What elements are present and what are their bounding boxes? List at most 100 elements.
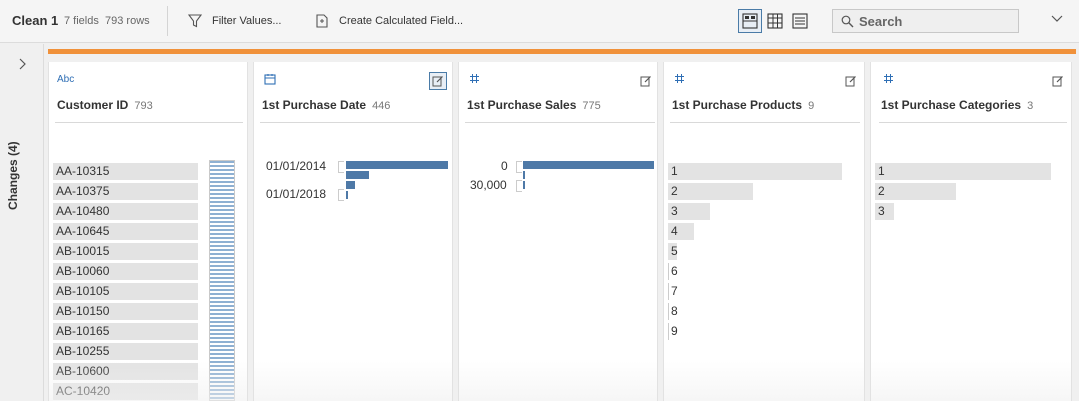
value-bar[interactable] [668, 283, 669, 300]
list-item[interactable]: AA-10480 [53, 203, 198, 220]
filter-icon [188, 14, 202, 28]
card-divider [260, 122, 450, 123]
edit-icon [845, 76, 856, 87]
profile-card-purchase-categories[interactable]: 1st Purchase Categories 3 1 2 3 [870, 62, 1072, 401]
profile-view-icon [742, 13, 758, 29]
value-label: 1 [878, 164, 885, 178]
value-bar[interactable] [668, 163, 842, 180]
list-view-icon [792, 13, 808, 29]
create-calculated-field-button[interactable]: Create Calculated Field... [315, 10, 463, 32]
profile-card-customer-id[interactable]: Abc Customer ID 793 AA-10315 AA-10375 AA-10… [48, 62, 248, 401]
edit-field-button[interactable] [1049, 72, 1067, 90]
value-bar[interactable] [875, 183, 956, 200]
profile-card-purchase-products[interactable]: 1st Purchase Products 9 1 2 3 4 5 6 7 8 9 [663, 62, 865, 401]
histogram-bar[interactable] [346, 171, 370, 179]
value-label: 4 [671, 224, 678, 238]
histogram-bar[interactable] [346, 191, 349, 199]
value-bar[interactable] [668, 323, 669, 340]
edit-field-button[interactable] [637, 72, 655, 90]
search-input[interactable] [859, 13, 1009, 29]
value-label: 2 [878, 184, 885, 198]
filter-values-button[interactable]: Filter Values... [188, 10, 282, 32]
edit-field-button[interactable] [842, 72, 860, 90]
field-name[interactable]: Customer ID 793 [57, 98, 153, 112]
list-item[interactable]: AA-10375 [53, 183, 198, 200]
value-label: 6 [671, 264, 678, 278]
edit-icon [1052, 76, 1063, 87]
field-name[interactable]: 1st Purchase Date 446 [262, 98, 390, 112]
date-type-icon[interactable] [264, 73, 276, 85]
axis-tick [338, 161, 344, 173]
selection-accent-bar [48, 49, 1076, 54]
histogram-bar[interactable] [523, 181, 525, 189]
list-item[interactable]: AB-10015 [53, 243, 198, 260]
filter-values-label: Filter Values... [212, 15, 282, 27]
field-name[interactable]: 1st Purchase Sales 775 [467, 98, 601, 112]
value-label: 9 [671, 324, 678, 338]
histogram-bar[interactable] [346, 161, 448, 169]
list-item[interactable]: AA-10645 [53, 223, 198, 240]
number-type-icon[interactable] [674, 73, 685, 84]
string-type-icon[interactable]: Abc [57, 74, 75, 85]
card-fade [664, 361, 864, 401]
field-name-label: 1st Purchase Categories [881, 98, 1022, 112]
value-label: 8 [671, 304, 678, 318]
distinct-count: 775 [582, 100, 601, 112]
value-bar[interactable] [668, 223, 695, 240]
value-label: 7 [671, 284, 678, 298]
list-item[interactable]: AB-10165 [53, 323, 198, 340]
changes-panel: Changes (4) [0, 44, 44, 401]
table-view-button[interactable] [763, 9, 787, 33]
number-type-icon[interactable] [883, 73, 894, 84]
value-bar[interactable] [668, 243, 677, 260]
changes-label[interactable]: Changes (4) [6, 141, 20, 210]
table-view-icon [767, 13, 783, 29]
edit-icon [432, 76, 443, 87]
list-view-button[interactable] [788, 9, 812, 33]
value-label: 5 [671, 244, 678, 258]
list-item[interactable]: AB-10150 [53, 303, 198, 320]
list-item[interactable]: AB-10060 [53, 263, 198, 280]
profile-card-purchase-date[interactable]: 1st Purchase Date 446 01/01/2014 01/01/20… [253, 62, 453, 401]
edit-field-button[interactable] [429, 72, 447, 90]
field-name[interactable]: 1st Purchase Categories 3 [881, 98, 1033, 112]
chevron-right-icon[interactable] [16, 58, 28, 70]
list-item[interactable]: AC-10420 [53, 383, 198, 400]
value-bar[interactable] [875, 163, 1051, 180]
histogram-bar[interactable] [523, 161, 654, 169]
value-bar[interactable] [668, 183, 754, 200]
axis-tick [516, 180, 522, 192]
bin-label-end: 30,000 [470, 178, 507, 192]
value-bar[interactable] [875, 203, 895, 220]
calculated-field-icon [316, 14, 328, 28]
axis-tick [516, 161, 522, 173]
card-fade [459, 361, 657, 401]
list-item[interactable]: AB-10600 [53, 363, 198, 380]
field-name[interactable]: 1st Purchase Products 9 [672, 98, 814, 112]
value-scrollbar[interactable] [209, 160, 235, 401]
value-bar[interactable] [668, 203, 710, 220]
search-box[interactable] [832, 9, 1019, 33]
create-calculated-field-label: Create Calculated Field... [339, 15, 464, 27]
value-label: 1 [671, 164, 678, 178]
axis-tick [338, 189, 344, 201]
card-divider [465, 122, 655, 123]
field-name-label: 1st Purchase Sales [467, 98, 577, 112]
value-bar[interactable] [668, 263, 669, 280]
field-name-label: Customer ID [57, 98, 129, 112]
chevron-down-icon[interactable] [1050, 12, 1064, 26]
distinct-count: 9 [808, 100, 815, 112]
card-divider [55, 122, 243, 123]
value-bar[interactable] [668, 303, 669, 320]
profile-view-button[interactable] [738, 9, 762, 33]
list-item[interactable]: AB-10255 [53, 343, 198, 360]
profile-card-purchase-sales[interactable]: 1st Purchase Sales 775 0 30,000 [458, 62, 658, 401]
distinct-count: 793 [134, 100, 153, 112]
histogram-bar[interactable] [346, 181, 356, 189]
histogram-bar[interactable] [523, 171, 525, 179]
toolbar-divider [167, 6, 168, 36]
field-name-label: 1st Purchase Date [262, 98, 367, 112]
list-item[interactable]: AB-10105 [53, 283, 198, 300]
list-item[interactable]: AA-10315 [53, 163, 198, 180]
number-type-icon[interactable] [469, 73, 480, 84]
